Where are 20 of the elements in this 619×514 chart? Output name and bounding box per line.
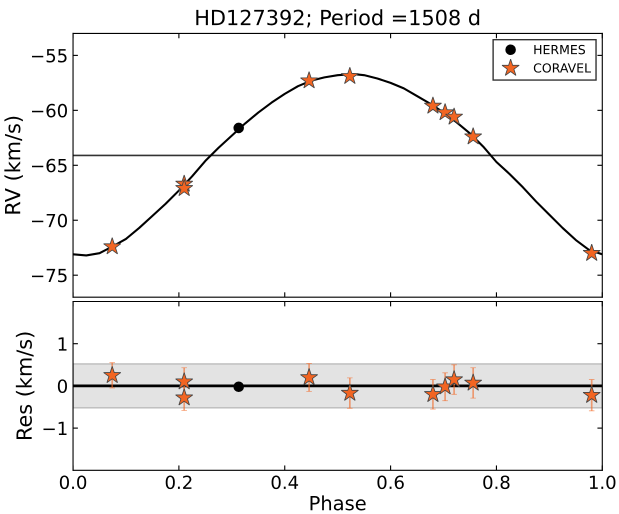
x-tick-label: 1.0	[590, 475, 616, 490]
y-axis-title: RV (km/s)	[4, 116, 23, 214]
y-tick-label: −55	[32, 49, 67, 63]
x-tick-label: 0.2	[166, 475, 192, 490]
y-tick-label: −65	[32, 158, 67, 172]
y-tick-label: −60	[32, 104, 67, 118]
y-tick-label: 0	[58, 379, 67, 394]
x-axis-title: Phase	[310, 495, 366, 510]
y-axis-title: Res (km/s)	[16, 332, 34, 440]
x-tick-label: 0.6	[377, 475, 404, 490]
x-tick-label: 0.4	[272, 475, 298, 490]
x-tick-label: 0.8	[483, 475, 510, 490]
x-tick-label: 0.0	[60, 475, 86, 490]
chart-title: HD127392; Period =1508 d	[196, 9, 480, 28]
legend-label: HERMES	[534, 44, 586, 54]
legend-label: CORAVEL	[534, 63, 591, 73]
y-tick-label: −70	[32, 214, 67, 228]
y-tick-label: −1	[43, 422, 67, 435]
y-tick-label: 1	[58, 337, 67, 351]
y-tick-label: −75	[32, 268, 67, 282]
